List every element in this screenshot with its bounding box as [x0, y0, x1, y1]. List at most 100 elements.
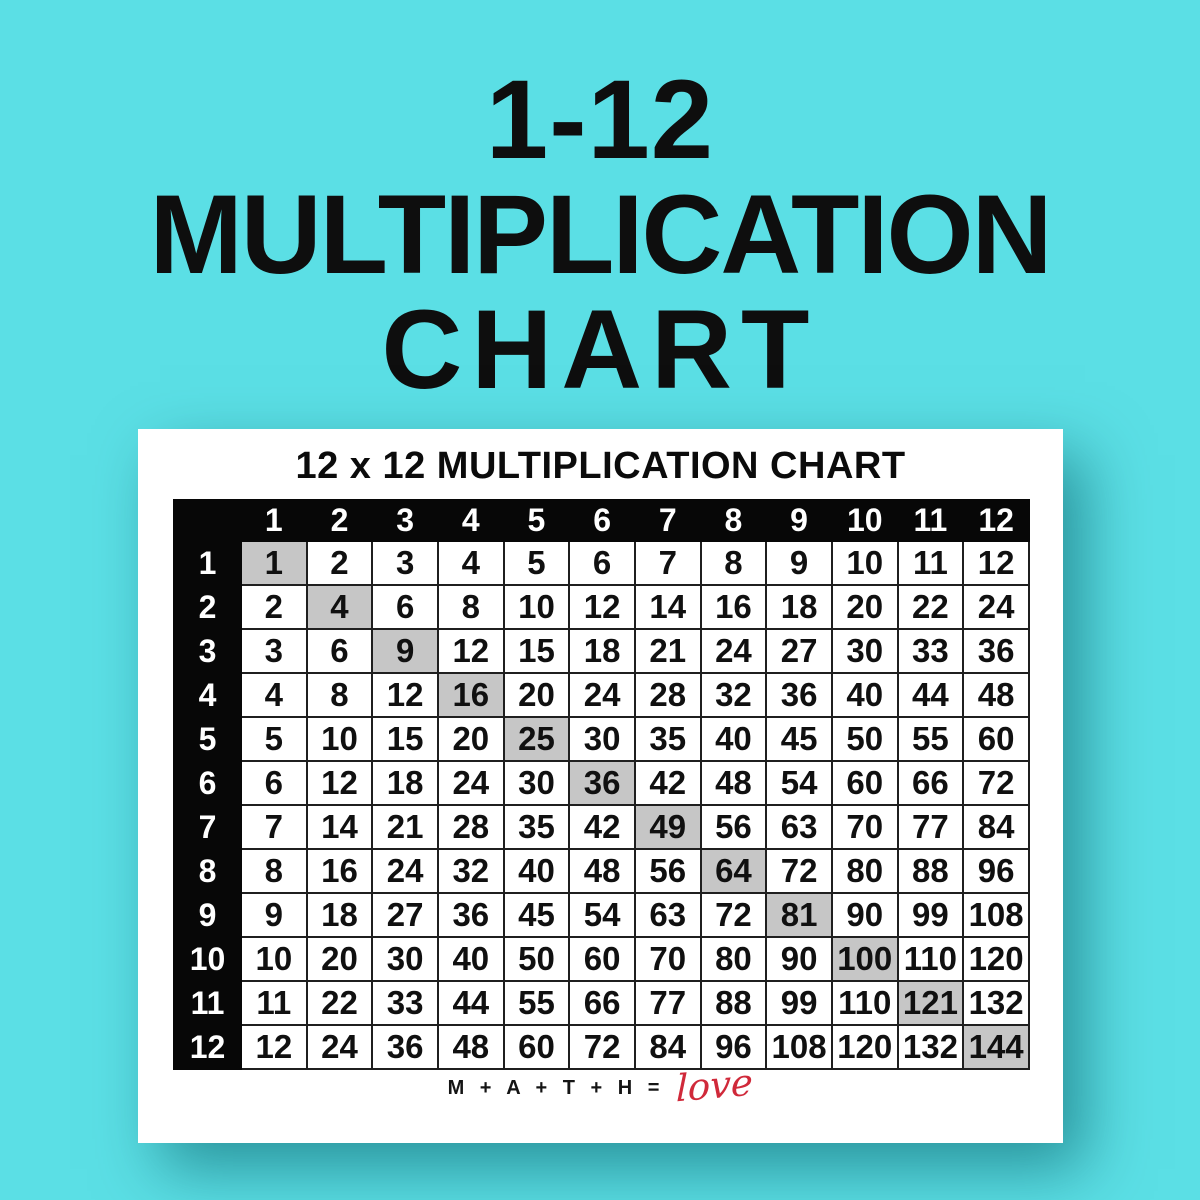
- product-cell: 48: [962, 672, 1030, 718]
- table-row: 8 8 16 24 32 40 48 56 64 72 80 88 96: [173, 848, 1030, 894]
- product-cell: 100: [830, 936, 899, 982]
- product-cell: 14: [305, 804, 374, 850]
- row-header-cell: 8: [173, 848, 242, 894]
- product-cell: 2: [305, 540, 374, 586]
- product-cell: 24: [699, 628, 768, 674]
- product-cell: 44: [896, 672, 965, 718]
- product-cell: 28: [436, 804, 505, 850]
- product-cell: 110: [896, 936, 965, 982]
- product-cell: 40: [436, 936, 505, 982]
- product-cell: 48: [568, 848, 636, 894]
- column-header-cell: 5: [502, 499, 571, 542]
- product-cell: 36: [765, 672, 833, 718]
- product-cell: 72: [699, 892, 768, 938]
- product-cell: 10: [830, 540, 899, 586]
- product-cell: 15: [502, 628, 571, 674]
- product-cell: 36: [436, 892, 505, 938]
- table-row: 3 3 6 9 12 15 18 21 24 27 30 33 36: [173, 628, 1030, 674]
- product-cell: 35: [502, 804, 571, 850]
- product-cell: 45: [502, 892, 571, 938]
- product-cell: 56: [699, 804, 768, 850]
- product-cell: 132: [896, 1024, 965, 1070]
- product-cell: 3: [371, 540, 439, 586]
- product-cell: 66: [568, 980, 636, 1026]
- product-cell: 6: [240, 760, 308, 806]
- product-cell: 72: [962, 760, 1030, 806]
- product-cell: 32: [699, 672, 768, 718]
- table-row: 2 2 4 6 8 10 12 14 16 18 20 22 24: [173, 584, 1030, 630]
- column-header-cell: 3: [371, 499, 439, 542]
- corner-cell: [173, 499, 242, 542]
- product-cell: 144: [962, 1024, 1030, 1070]
- column-header-cell: 11: [896, 499, 965, 542]
- product-cell: 30: [502, 760, 571, 806]
- row-header-cell: 10: [173, 936, 242, 982]
- poster-title-line-3: CHART: [381, 287, 819, 412]
- product-cell: 36: [568, 760, 636, 806]
- product-cell: 110: [830, 980, 899, 1026]
- product-cell: 12: [371, 672, 439, 718]
- poster-title: 1-12 MULTIPLICATION CHART: [0, 62, 1200, 407]
- product-cell: 14: [633, 584, 702, 630]
- product-cell: 55: [896, 716, 965, 762]
- product-cell: 10: [240, 936, 308, 982]
- product-cell: 9: [765, 540, 833, 586]
- product-cell: 84: [633, 1024, 702, 1070]
- product-cell: 2: [240, 584, 308, 630]
- product-cell: 96: [962, 848, 1030, 894]
- product-cell: 55: [502, 980, 571, 1026]
- product-cell: 7: [240, 804, 308, 850]
- product-cell: 4: [436, 540, 505, 586]
- product-cell: 63: [633, 892, 702, 938]
- product-cell: 70: [633, 936, 702, 982]
- product-cell: 10: [502, 584, 571, 630]
- product-cell: 8: [436, 584, 505, 630]
- column-header-cell: 10: [830, 499, 899, 542]
- product-cell: 48: [436, 1024, 505, 1070]
- product-cell: 9: [371, 628, 439, 674]
- product-cell: 32: [436, 848, 505, 894]
- product-cell: 44: [436, 980, 505, 1026]
- row-header-cell: 3: [173, 628, 242, 674]
- product-cell: 28: [633, 672, 702, 718]
- product-cell: 24: [371, 848, 439, 894]
- product-cell: 8: [699, 540, 768, 586]
- table-row: 11 11 22 33 44 55 66 77 88 99 110 121 132: [173, 980, 1030, 1026]
- row-header-cell: 12: [173, 1024, 242, 1070]
- product-cell: 1: [240, 540, 308, 586]
- poster-title-line-1: 1-12: [485, 57, 715, 182]
- product-cell: 63: [765, 804, 833, 850]
- product-cell: 24: [568, 672, 636, 718]
- product-cell: 120: [962, 936, 1030, 982]
- product-cell: 132: [962, 980, 1030, 1026]
- product-cell: 88: [896, 848, 965, 894]
- column-header-cell: 1: [240, 499, 308, 542]
- row-header-cell: 11: [173, 980, 242, 1026]
- product-cell: 88: [699, 980, 768, 1026]
- product-cell: 80: [830, 848, 899, 894]
- product-cell: 60: [830, 760, 899, 806]
- product-cell: 3: [240, 628, 308, 674]
- product-cell: 24: [436, 760, 505, 806]
- table-row: 1 1 2 3 4 5 6 7 8 9 10 11 12: [173, 540, 1030, 586]
- product-cell: 18: [568, 628, 636, 674]
- table-row: 5 5 10 15 20 25 30 35 40 45 50 55 60: [173, 716, 1030, 762]
- math-love-logo: M + A + T + H = love: [138, 1061, 1063, 1111]
- row-header-cell: 2: [173, 584, 242, 630]
- column-header-cell: 12: [962, 499, 1030, 542]
- product-cell: 108: [765, 1024, 833, 1070]
- product-cell: 24: [962, 584, 1030, 630]
- product-cell: 33: [371, 980, 439, 1026]
- product-cell: 20: [830, 584, 899, 630]
- product-cell: 56: [633, 848, 702, 894]
- product-cell: 21: [371, 804, 439, 850]
- product-cell: 27: [765, 628, 833, 674]
- product-cell: 90: [830, 892, 899, 938]
- product-cell: 54: [568, 892, 636, 938]
- product-cell: 70: [830, 804, 899, 850]
- product-cell: 45: [765, 716, 833, 762]
- card-heading: 12 x 12 MULTIPLICATION CHART: [295, 445, 906, 487]
- product-cell: 99: [896, 892, 965, 938]
- product-cell: 21: [633, 628, 702, 674]
- product-cell: 8: [240, 848, 308, 894]
